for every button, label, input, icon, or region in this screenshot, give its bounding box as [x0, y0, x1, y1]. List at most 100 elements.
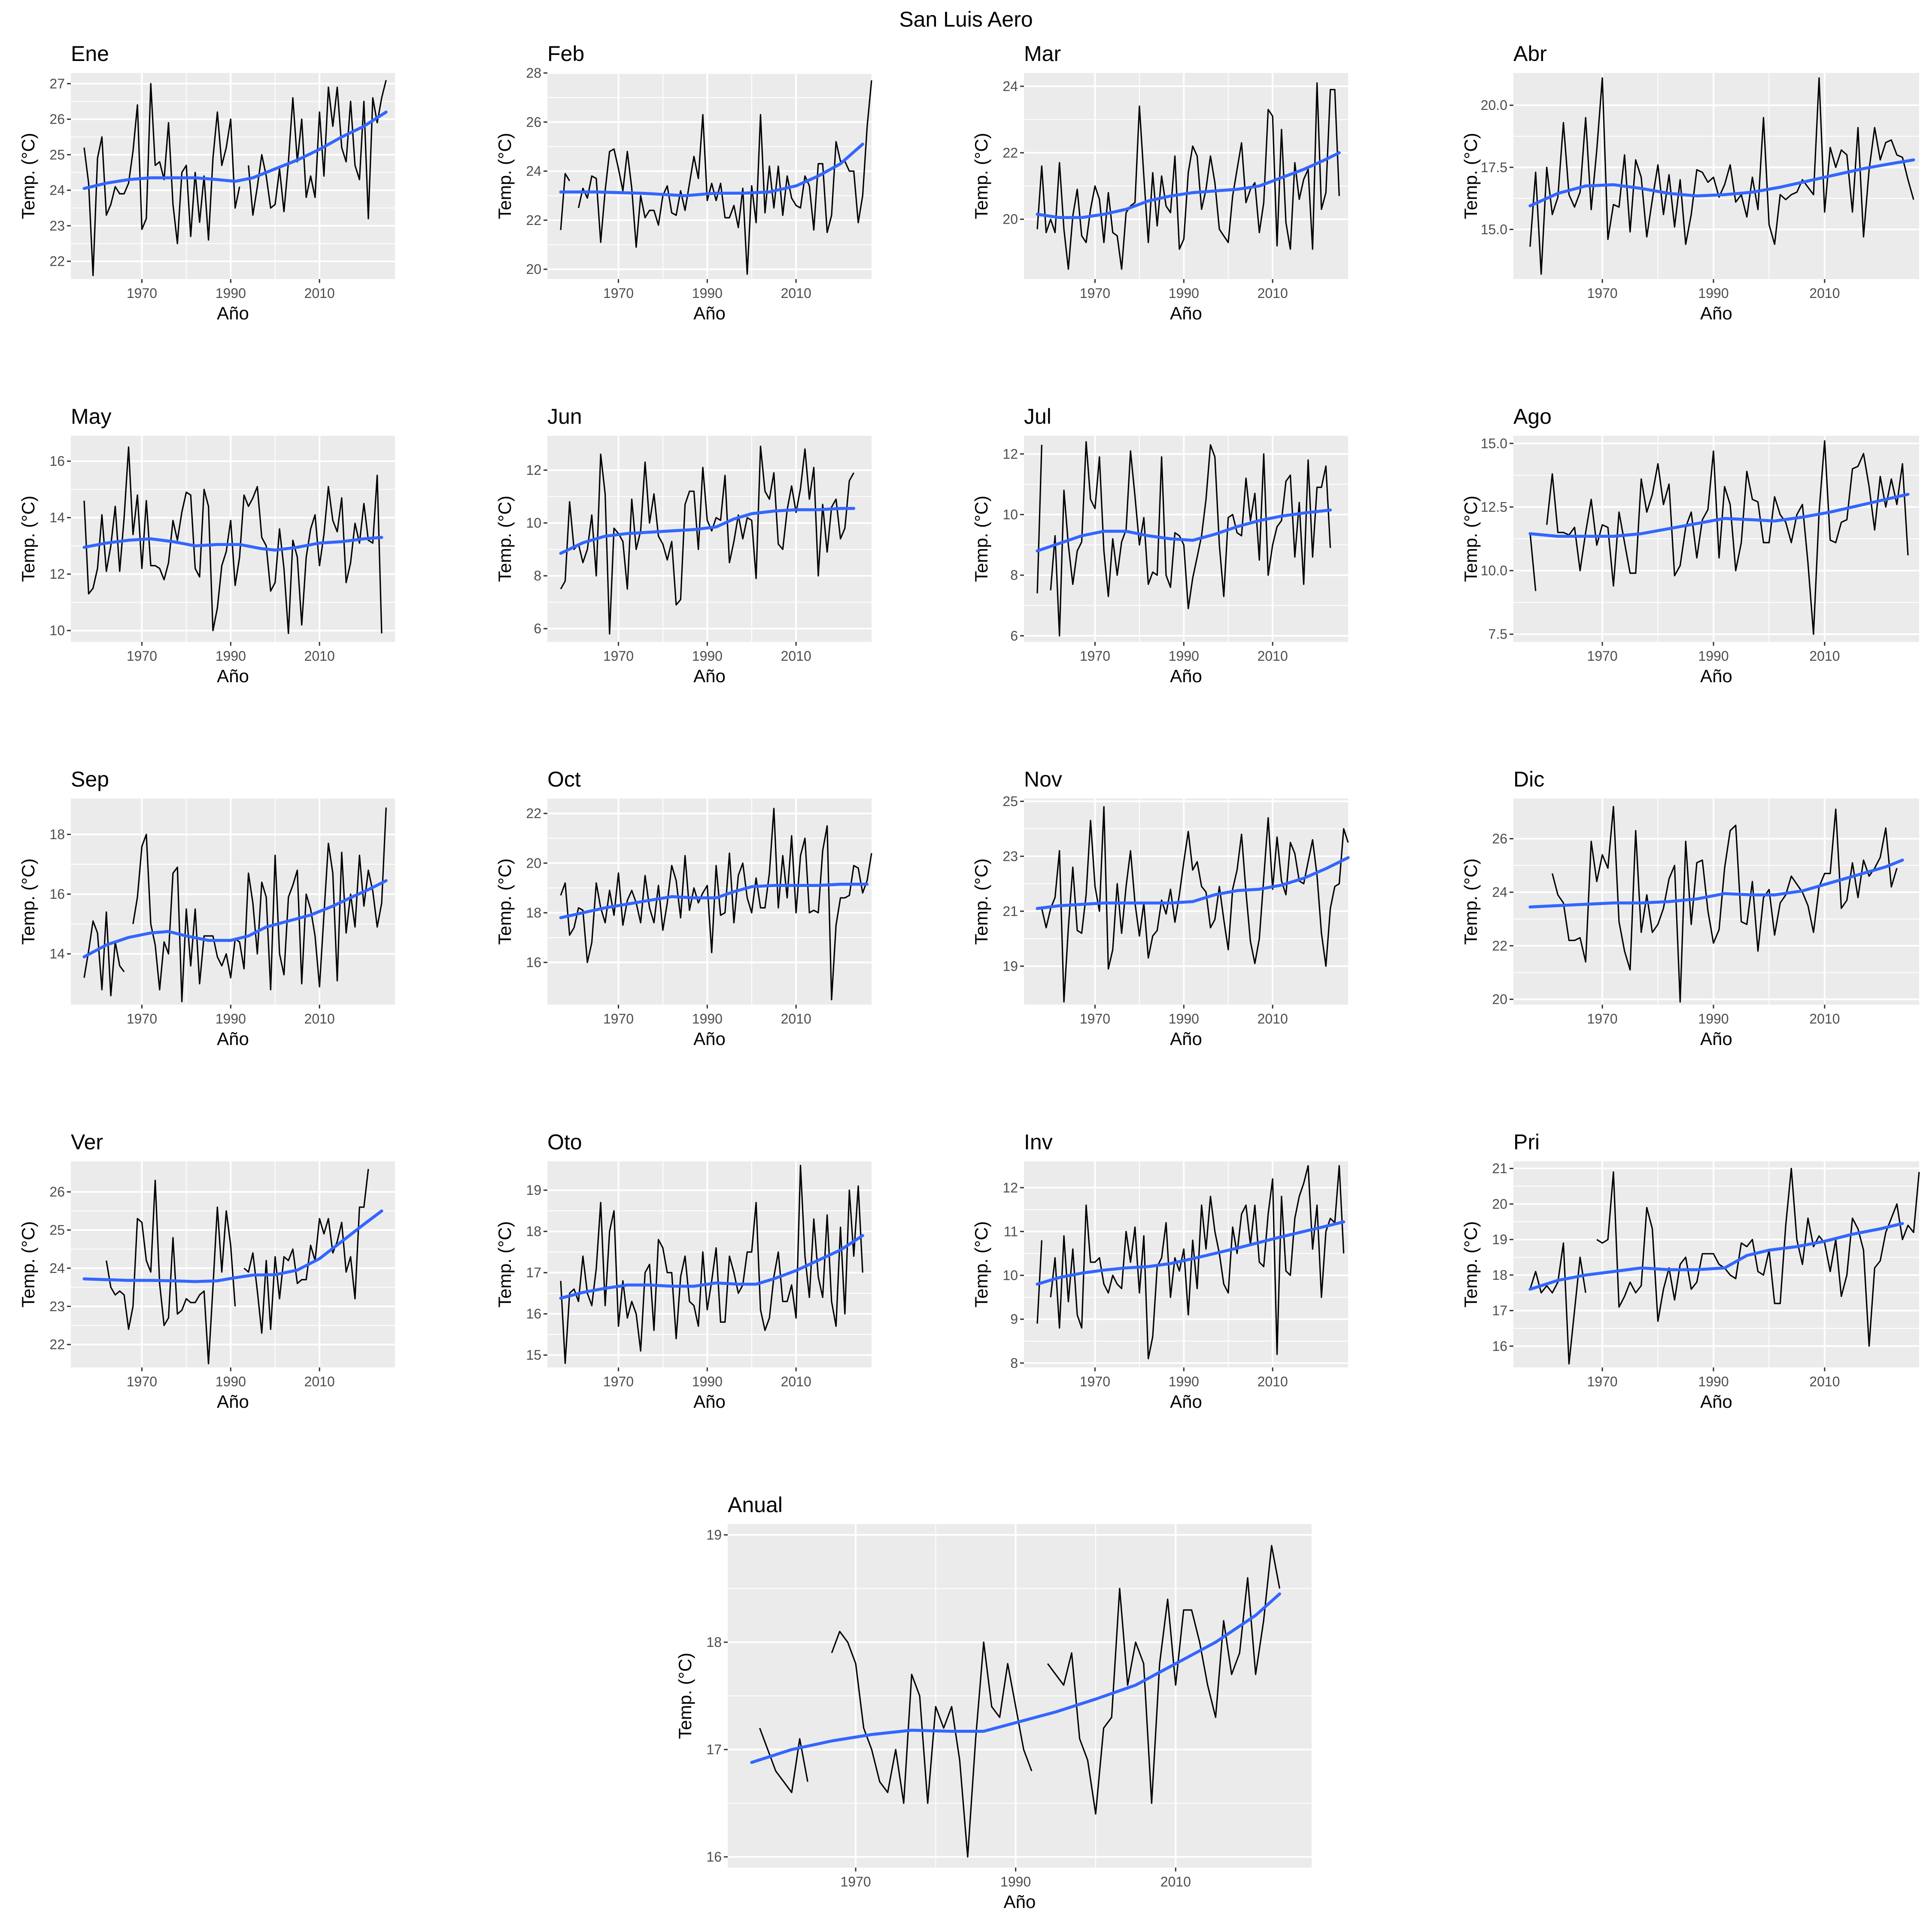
panel-title: Pri — [1513, 1130, 1540, 1154]
panel-title: Jun — [547, 404, 582, 428]
x-tick-label: 1970 — [1080, 1011, 1110, 1027]
y-tick-label: 22 — [526, 213, 541, 228]
y-axis-label: Temp. (°C) — [1461, 133, 1481, 219]
x-tick-label: 1990 — [692, 648, 723, 664]
x-tick-label: 1990 — [692, 1374, 723, 1389]
observed-line — [83, 911, 125, 996]
x-tick-label: 1990 — [1169, 1011, 1199, 1027]
y-tick-label: 12 — [526, 462, 541, 478]
observed-line — [1546, 440, 1909, 635]
observed-line — [831, 1631, 1033, 1858]
x-axis-label: Año — [693, 1029, 726, 1049]
x-tick-label: 1970 — [1587, 1374, 1618, 1389]
x-tick-label: 2010 — [781, 648, 811, 664]
panel-ene: 1970 1990 2010 22 23 24 25 26 27 Ene Año Temp. (°C) — [18, 42, 395, 323]
y-tick-label: 26 — [1492, 831, 1507, 847]
x-tick-label: 1990 — [216, 1011, 246, 1027]
y-tick-label: 23 — [49, 1299, 65, 1314]
y-tick-label: 24 — [1002, 79, 1018, 94]
y-tick-label: 7.5 — [1488, 626, 1507, 642]
trend-line — [1036, 1220, 1346, 1286]
x-tick-label: 2010 — [1809, 1011, 1840, 1027]
y-tick-label: 21 — [1492, 1161, 1507, 1176]
x-tick-label: 1970 — [603, 648, 634, 664]
observed-line — [132, 807, 387, 1002]
x-tick-label: 2010 — [1160, 1874, 1191, 1889]
trend-line — [1036, 856, 1350, 910]
y-axis-label: Temp. (°C) — [18, 495, 38, 582]
y-tick-label: 15.0 — [1481, 222, 1507, 237]
panel-jul: 1970 1990 2010 6 8 10 12 Jul Año Temp. (°C) — [971, 404, 1348, 686]
y-tick-label: 16 — [526, 955, 541, 970]
trend-line — [559, 507, 856, 555]
y-tick-label: 18 — [526, 905, 541, 920]
plot-background — [1513, 799, 1919, 1005]
y-tick-label: 18 — [526, 1224, 541, 1239]
trend-line — [559, 143, 864, 197]
y-tick-label: 17.5 — [1481, 160, 1507, 175]
y-tick-label: 11 — [1004, 1224, 1018, 1239]
plot-background — [71, 436, 395, 642]
y-tick-label: 15.0 — [1481, 436, 1507, 451]
x-tick-label: 1990 — [1698, 648, 1728, 664]
y-tick-label: 8 — [534, 568, 541, 583]
y-axis-label: Temp. (°C) — [971, 1221, 991, 1307]
x-tick-label: 2010 — [1809, 1374, 1840, 1389]
observed-line — [1050, 441, 1331, 637]
trend-line — [559, 883, 869, 920]
observed-line — [1050, 1165, 1345, 1360]
y-axis-label: Temp. (°C) — [675, 1653, 695, 1739]
y-tick-label: 24 — [49, 1261, 65, 1276]
panel-title: Anual — [728, 1493, 783, 1517]
y-tick-label: 18 — [1492, 1267, 1507, 1283]
y-tick-label: 10 — [1002, 507, 1018, 522]
y-tick-label: 22 — [1002, 145, 1018, 161]
x-tick-label: 2010 — [781, 1011, 811, 1027]
trend-line — [559, 1234, 864, 1300]
y-tick-label: 17 — [526, 1265, 541, 1280]
x-axis-label: Año — [693, 666, 726, 686]
y-tick-label: 24 — [49, 182, 65, 198]
panel-dic: 1970 1990 2010 20 22 24 26 Dic Año Temp. (°C) — [1461, 767, 1919, 1049]
panel-title: Feb — [547, 42, 584, 66]
y-tick-label: 16 — [706, 1849, 722, 1865]
x-tick-label: 1970 — [1587, 286, 1618, 301]
panel-title: Oto — [547, 1130, 582, 1154]
x-axis-label: Año — [1170, 666, 1202, 686]
x-tick-label: 1990 — [216, 286, 246, 301]
y-axis-label: Temp. (°C) — [1461, 858, 1481, 945]
trend-line — [82, 536, 383, 552]
y-tick-label: 12 — [49, 566, 65, 582]
x-tick-label: 1970 — [1080, 648, 1110, 664]
plot-background — [1024, 1161, 1348, 1367]
panel-mar: 1970 1990 2010 20 22 24 Mar Año Temp. (°C) — [971, 42, 1348, 323]
y-tick-label: 26 — [49, 112, 65, 127]
panel-title: Ver — [71, 1130, 103, 1154]
y-tick-label: 20 — [1492, 992, 1507, 1007]
y-tick-label: 23 — [49, 218, 65, 234]
panel-title: Abr — [1513, 42, 1547, 66]
x-axis-label: Año — [693, 303, 726, 323]
y-tick-label: 16 — [49, 887, 65, 902]
x-tick-label: 1990 — [692, 286, 723, 301]
y-tick-label: 22 — [49, 1337, 65, 1352]
trend-line — [1528, 492, 1910, 538]
y-tick-label: 12 — [1002, 446, 1018, 462]
y-tick-label: 20.0 — [1481, 97, 1507, 113]
x-axis-label: Año — [1700, 666, 1732, 686]
observed-line — [759, 1728, 808, 1793]
plot-background — [71, 1161, 395, 1367]
observed-line — [577, 80, 872, 275]
plot-background — [1513, 73, 1919, 279]
y-axis-label: Temp. (°C) — [18, 1221, 38, 1307]
y-tick-label: 22 — [526, 806, 541, 821]
x-tick-label: 1990 — [1698, 1011, 1728, 1027]
y-tick-label: 19 — [526, 1182, 541, 1198]
trend-line — [82, 879, 388, 959]
y-tick-label: 6 — [1010, 628, 1018, 644]
panel-title: Jul — [1024, 404, 1051, 428]
panel-anual: 1970 1990 2010 16 17 18 19 Anual Año Temp. (°C) — [675, 1493, 1312, 1912]
y-tick-label: 8 — [1010, 568, 1018, 583]
